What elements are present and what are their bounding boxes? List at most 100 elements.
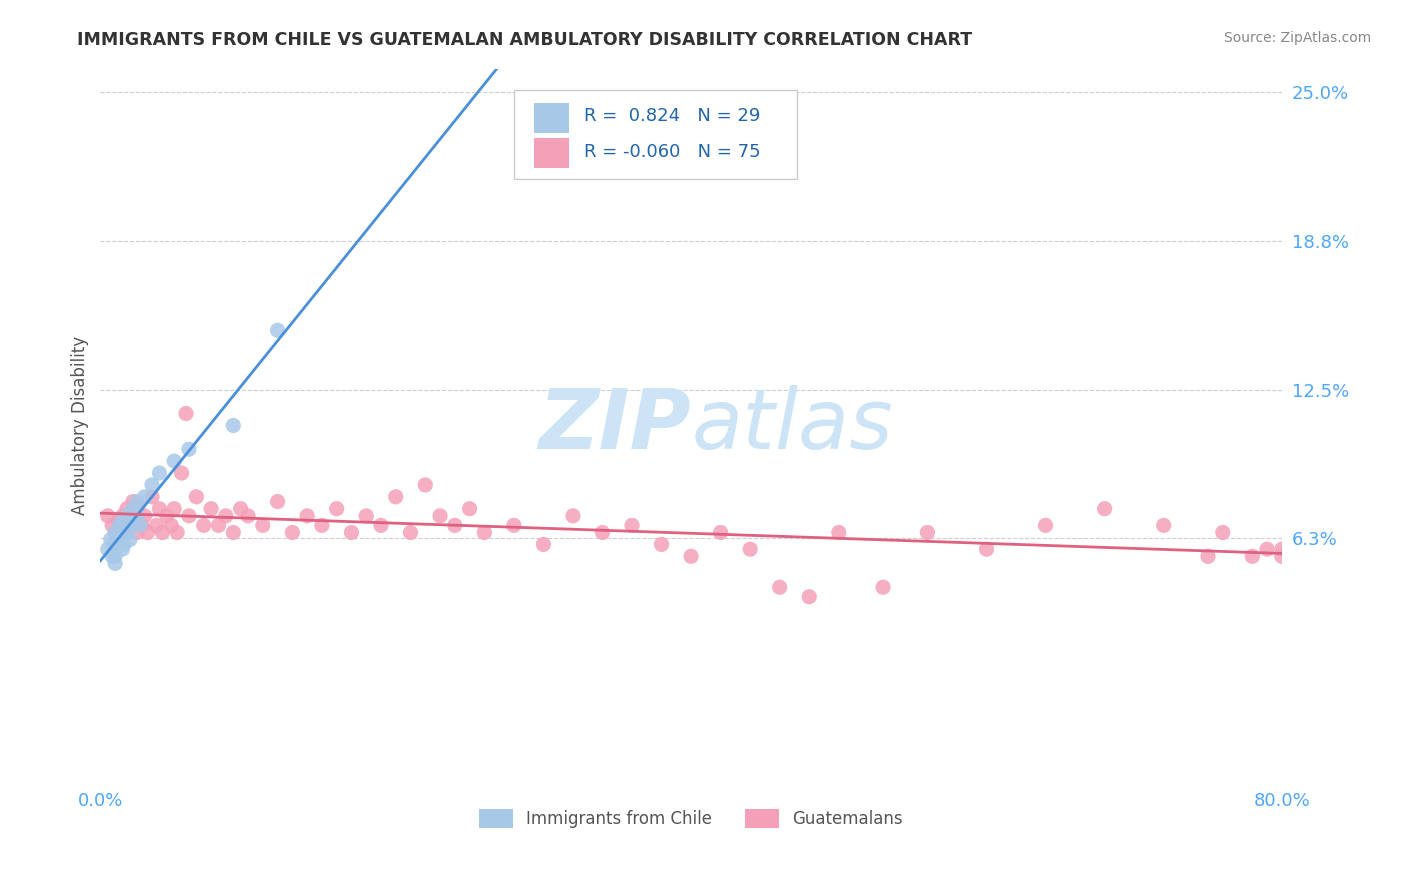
Point (148, 466, 170, 480)
Point (1271, 542, 1294, 557)
Point (592, 525, 614, 540)
Point (1197, 549, 1219, 564)
Point (281, 525, 304, 540)
Point (311, 518, 333, 533)
Point (207, 518, 229, 533)
Point (370, 518, 392, 533)
Point (186, 490, 208, 504)
Point (340, 525, 363, 540)
Point (1153, 518, 1175, 533)
Point (872, 580, 894, 594)
Point (150, 525, 173, 540)
Point (266, 494, 288, 508)
Point (740, 542, 762, 557)
Point (443, 518, 465, 533)
Y-axis label: Ambulatory Disability: Ambulatory Disability (72, 336, 89, 515)
FancyBboxPatch shape (513, 90, 797, 179)
Point (1271, 549, 1294, 564)
Point (156, 508, 179, 523)
Point (112, 537, 135, 551)
Point (502, 518, 524, 533)
Point (472, 525, 495, 540)
Point (97, 542, 120, 557)
Point (976, 542, 998, 557)
Point (141, 490, 163, 504)
Point (163, 454, 186, 468)
Point (127, 525, 149, 540)
Point (118, 514, 141, 528)
FancyBboxPatch shape (534, 103, 569, 133)
Point (681, 549, 703, 564)
Point (769, 580, 792, 594)
Point (917, 525, 939, 540)
Point (229, 501, 252, 516)
Point (101, 549, 124, 564)
Point (399, 525, 422, 540)
Point (111, 542, 134, 557)
Legend: Immigrants from Chile, Guatemalans: Immigrants from Chile, Guatemalans (472, 802, 910, 835)
Point (413, 478, 436, 492)
Point (354, 508, 377, 523)
Point (170, 466, 193, 480)
Point (107, 514, 129, 528)
Point (160, 518, 183, 533)
Point (121, 501, 143, 516)
Point (236, 508, 259, 523)
Point (651, 537, 673, 551)
Point (163, 501, 186, 516)
Point (104, 525, 127, 540)
Point (266, 323, 288, 337)
Point (100, 533, 122, 547)
Point (215, 508, 238, 523)
Point (121, 518, 143, 533)
Text: ZIP: ZIP (538, 385, 692, 466)
Text: R =  0.824   N = 29: R = 0.824 N = 29 (583, 107, 761, 126)
Point (118, 533, 141, 547)
Point (1256, 542, 1278, 557)
Point (222, 525, 245, 540)
Point (141, 478, 163, 492)
Point (115, 508, 138, 523)
Point (1212, 525, 1234, 540)
Point (136, 525, 159, 540)
Point (115, 525, 138, 540)
Point (562, 508, 585, 523)
Point (115, 501, 138, 516)
Point (799, 590, 821, 604)
Point (111, 508, 134, 523)
Point (458, 501, 481, 516)
Point (1094, 501, 1116, 516)
Point (121, 514, 143, 528)
Point (145, 518, 167, 533)
Point (129, 518, 152, 533)
Point (177, 442, 200, 457)
Point (131, 518, 153, 533)
Text: Source: ZipAtlas.com: Source: ZipAtlas.com (1223, 31, 1371, 45)
Point (1035, 518, 1057, 533)
Point (101, 518, 124, 533)
Point (193, 518, 215, 533)
Point (325, 501, 347, 516)
Point (110, 518, 132, 533)
Point (104, 557, 127, 571)
Point (200, 501, 222, 516)
Point (107, 530, 129, 544)
Point (127, 508, 149, 523)
Point (104, 525, 127, 540)
Point (429, 508, 451, 523)
Point (252, 518, 274, 533)
Point (710, 525, 733, 540)
Point (621, 518, 644, 533)
Point (103, 537, 125, 551)
Text: R = -0.060   N = 75: R = -0.060 N = 75 (583, 143, 761, 161)
Point (148, 501, 170, 516)
Point (112, 525, 135, 540)
Point (111, 514, 134, 528)
Point (295, 508, 318, 523)
Point (531, 537, 554, 551)
FancyBboxPatch shape (534, 138, 569, 169)
Text: atlas: atlas (692, 385, 893, 466)
Point (118, 518, 141, 533)
Point (384, 490, 406, 504)
Point (134, 508, 156, 523)
